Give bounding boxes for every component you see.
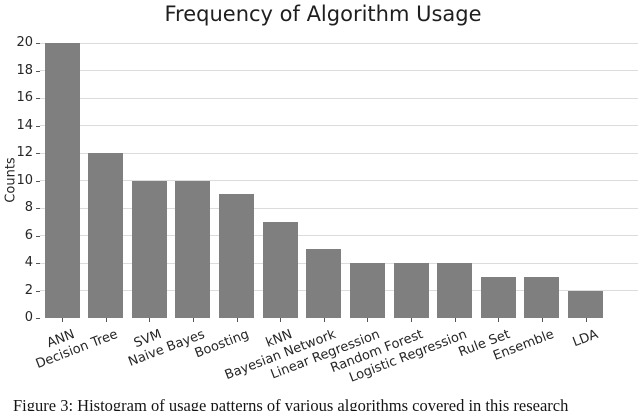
y-tick-mark [36,318,40,319]
y-tick-mark [36,290,40,292]
gridline [40,42,638,44]
bar [44,43,80,318]
y-tick-mark [36,98,40,99]
chart-title: Frequency of Algorithm Usage [164,2,482,26]
y-tick-label: 8 [24,200,33,215]
bar [524,276,560,318]
y-tick-label: 2 [24,282,33,298]
x-tick-mark [411,318,412,322]
bar [131,180,167,318]
y-tick-mark [36,43,40,44]
y-tick-mark [36,153,40,154]
x-tick-label: Decision Tree [33,327,121,373]
x-tick-mark [280,318,282,322]
y-tick-label: 20 [16,35,33,50]
x-tick-mark [236,318,238,322]
y-tick-mark [36,208,40,209]
x-tick-mark [585,318,587,322]
x-tick-mark [62,318,63,322]
y-tick-label: 12 [16,145,33,160]
bar [480,276,516,318]
y-tick-label: 14 [16,117,33,133]
bar [175,180,211,318]
bar [88,153,124,318]
y-tick-label: 16 [16,90,33,105]
y-tick-label: 10 [16,172,33,188]
gridline [40,180,638,181]
bar [306,249,342,318]
gridline [40,152,638,154]
gridline [40,70,638,71]
y-tick-label: 4 [24,255,33,270]
bar [349,263,385,318]
x-tick-mark [367,318,369,322]
y-tick-mark [36,235,40,237]
gridline [40,207,638,209]
figure-caption: Figure 3: Histogram of usage patterns of… [13,396,569,411]
y-tick-mark [36,70,40,72]
y-tick-label: 18 [16,62,33,78]
bar [262,221,298,318]
gridline [40,97,638,99]
gridline [40,235,638,236]
x-tick-mark [498,318,500,322]
bar [437,263,473,318]
bar [219,194,254,318]
y-tick-label: 0 [24,310,33,325]
x-tick-mark [454,318,456,322]
bar [568,290,603,318]
x-tick-mark [192,318,194,322]
x-tick-mark [105,318,107,322]
x-tick-mark [149,318,151,322]
gridline [40,125,638,126]
x-tick-mark [323,318,325,322]
y-tick-mark [36,263,40,264]
x-tick-label: LDA [570,327,600,351]
x-tick-mark [541,318,543,322]
bar [393,263,429,318]
y-tick-mark [36,180,40,182]
y-tick-mark [36,125,40,127]
y-tick-label: 6 [24,227,33,243]
